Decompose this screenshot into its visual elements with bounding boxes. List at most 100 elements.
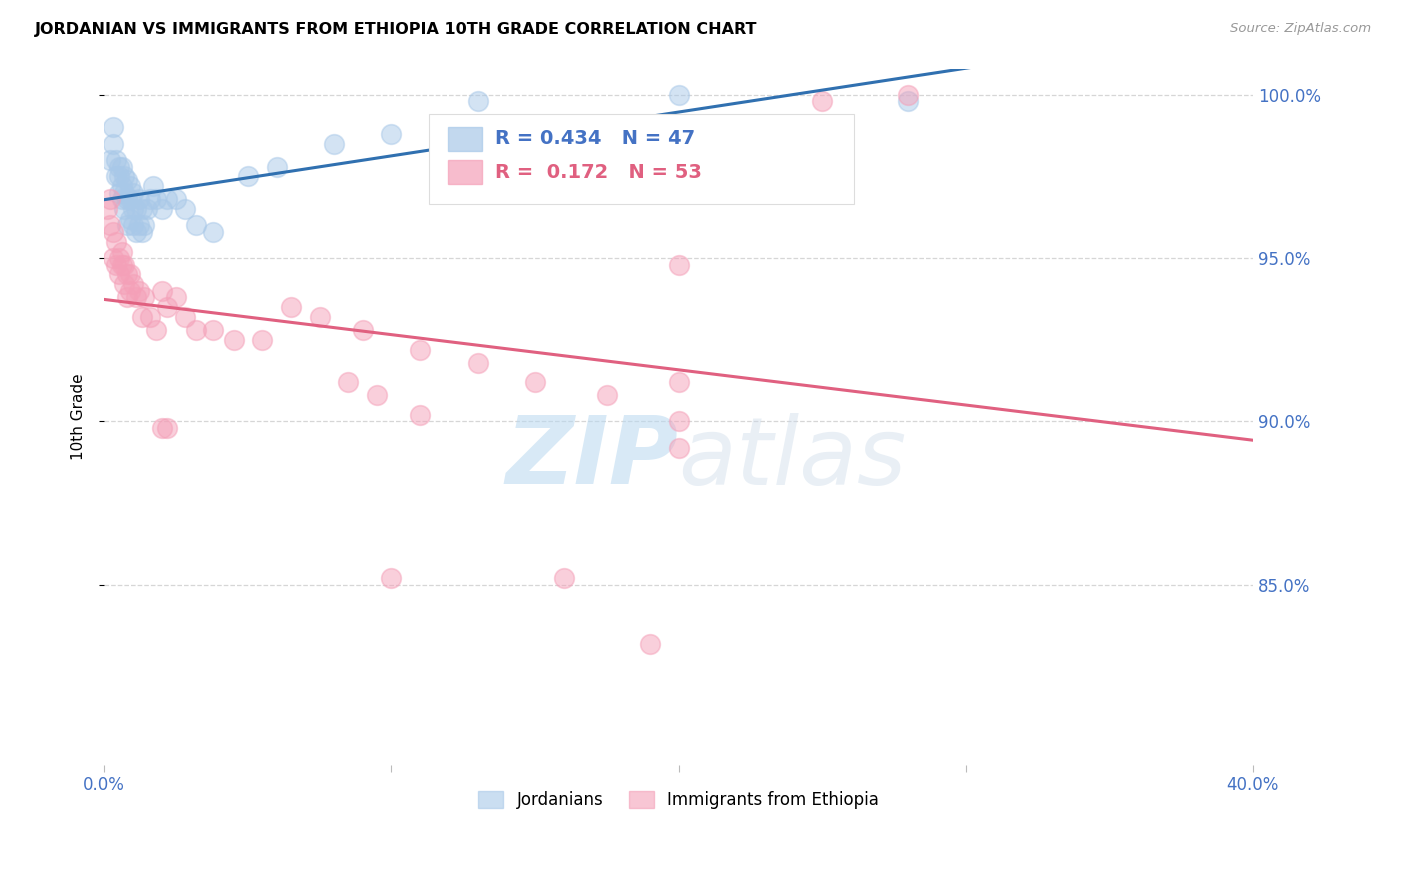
Point <box>122 202 145 216</box>
Point <box>98 153 121 167</box>
Point <box>98 192 121 206</box>
Point <box>186 219 208 233</box>
Text: Source: ZipAtlas.com: Source: ZipAtlas.com <box>1230 22 1371 36</box>
Point <box>409 408 432 422</box>
Point <box>145 323 167 337</box>
Point <box>120 284 142 298</box>
Point <box>107 160 129 174</box>
Point <box>125 225 148 239</box>
Point <box>110 244 132 259</box>
Y-axis label: 10th Grade: 10th Grade <box>72 373 86 460</box>
Point <box>811 94 834 108</box>
Point <box>128 219 150 233</box>
Text: R = 0.434   N = 47: R = 0.434 N = 47 <box>495 129 695 148</box>
Point <box>131 310 153 324</box>
Point <box>165 290 187 304</box>
Point <box>380 127 402 141</box>
Point <box>122 219 145 233</box>
Point <box>122 277 145 292</box>
Point <box>139 310 162 324</box>
Point <box>122 186 145 200</box>
FancyBboxPatch shape <box>447 161 482 184</box>
Point <box>96 202 118 216</box>
Point <box>98 219 121 233</box>
Text: atlas: atlas <box>679 413 907 504</box>
Point <box>134 219 156 233</box>
Point <box>107 186 129 200</box>
Point <box>104 258 127 272</box>
Point <box>638 637 661 651</box>
Point <box>112 277 135 292</box>
Point <box>173 202 195 216</box>
Point <box>134 290 156 304</box>
Point <box>101 136 124 151</box>
Point <box>156 192 179 206</box>
Point <box>150 284 173 298</box>
Point <box>101 120 124 135</box>
Point <box>145 192 167 206</box>
Point <box>120 179 142 194</box>
Point <box>110 258 132 272</box>
Point <box>107 169 129 184</box>
Point <box>524 375 547 389</box>
Point <box>252 333 274 347</box>
Point <box>112 202 135 216</box>
Point <box>101 251 124 265</box>
Point <box>117 192 139 206</box>
Point <box>131 202 153 216</box>
FancyBboxPatch shape <box>447 127 482 151</box>
Point <box>112 258 135 272</box>
Point <box>337 375 360 389</box>
Point <box>280 300 302 314</box>
Point <box>380 571 402 585</box>
Point <box>668 375 690 389</box>
Point <box>120 192 142 206</box>
Point <box>107 268 129 282</box>
Text: R =  0.172   N = 53: R = 0.172 N = 53 <box>495 162 702 182</box>
Point <box>110 160 132 174</box>
Point <box>308 310 330 324</box>
Point <box>112 169 135 184</box>
Point <box>668 441 690 455</box>
Point <box>117 268 139 282</box>
Point <box>107 251 129 265</box>
Point <box>156 300 179 314</box>
Point <box>104 153 127 167</box>
Point <box>409 343 432 357</box>
Point <box>150 421 173 435</box>
Point <box>266 160 288 174</box>
Point <box>668 258 690 272</box>
Point <box>139 192 162 206</box>
Point <box>150 202 173 216</box>
Point <box>117 219 139 233</box>
Text: JORDANIAN VS IMMIGRANTS FROM ETHIOPIA 10TH GRADE CORRELATION CHART: JORDANIAN VS IMMIGRANTS FROM ETHIOPIA 10… <box>35 22 758 37</box>
Point <box>128 192 150 206</box>
Point <box>101 225 124 239</box>
Point <box>553 571 575 585</box>
Point <box>897 94 920 108</box>
Point <box>202 225 225 239</box>
Point <box>120 211 142 226</box>
Point <box>110 179 132 194</box>
Point <box>323 136 346 151</box>
Point <box>236 169 259 184</box>
Point <box>366 388 388 402</box>
Point <box>467 356 489 370</box>
Point <box>136 202 159 216</box>
Point <box>222 333 245 347</box>
Point <box>104 169 127 184</box>
Legend: Jordanians, Immigrants from Ethiopia: Jordanians, Immigrants from Ethiopia <box>472 784 886 815</box>
Point <box>125 202 148 216</box>
Point <box>668 414 690 428</box>
Point <box>112 186 135 200</box>
Point <box>104 235 127 249</box>
Point <box>668 87 690 102</box>
Point <box>173 310 195 324</box>
Point <box>131 225 153 239</box>
Point <box>110 192 132 206</box>
Point <box>156 421 179 435</box>
Point <box>897 87 920 102</box>
Point <box>186 323 208 337</box>
Point <box>125 290 148 304</box>
Point <box>117 290 139 304</box>
